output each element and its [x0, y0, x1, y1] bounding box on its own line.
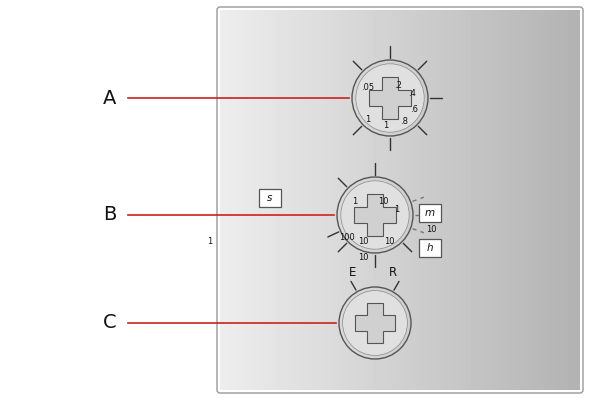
- Text: 100: 100: [339, 232, 355, 242]
- Text: 10: 10: [426, 226, 436, 234]
- Polygon shape: [355, 303, 395, 343]
- Text: s: s: [268, 193, 272, 203]
- Text: 1: 1: [352, 198, 358, 206]
- Text: .2: .2: [394, 82, 402, 90]
- FancyBboxPatch shape: [419, 204, 441, 222]
- Text: 1: 1: [394, 206, 400, 214]
- Text: 1: 1: [208, 236, 212, 246]
- Text: h: h: [427, 243, 433, 253]
- Text: C: C: [103, 314, 117, 332]
- Text: 10: 10: [384, 236, 394, 246]
- Text: .6: .6: [410, 106, 418, 114]
- Text: 10: 10: [358, 252, 368, 262]
- Circle shape: [341, 181, 409, 249]
- Text: .8: .8: [400, 118, 408, 126]
- Text: A: A: [103, 88, 116, 108]
- Text: 10: 10: [378, 196, 388, 206]
- Text: m: m: [425, 208, 435, 218]
- Polygon shape: [369, 77, 411, 119]
- Text: 1: 1: [383, 122, 389, 130]
- FancyBboxPatch shape: [259, 189, 281, 207]
- Text: B: B: [103, 206, 116, 224]
- Text: E: E: [349, 266, 356, 280]
- Text: 1: 1: [365, 116, 371, 124]
- Text: 1: 1: [428, 206, 434, 214]
- Circle shape: [356, 64, 424, 132]
- Text: 10: 10: [358, 236, 368, 246]
- Text: .05: .05: [361, 84, 374, 92]
- Text: .4: .4: [408, 88, 416, 98]
- Circle shape: [343, 290, 407, 355]
- FancyBboxPatch shape: [419, 239, 441, 257]
- Polygon shape: [354, 194, 396, 236]
- Text: R: R: [389, 266, 397, 280]
